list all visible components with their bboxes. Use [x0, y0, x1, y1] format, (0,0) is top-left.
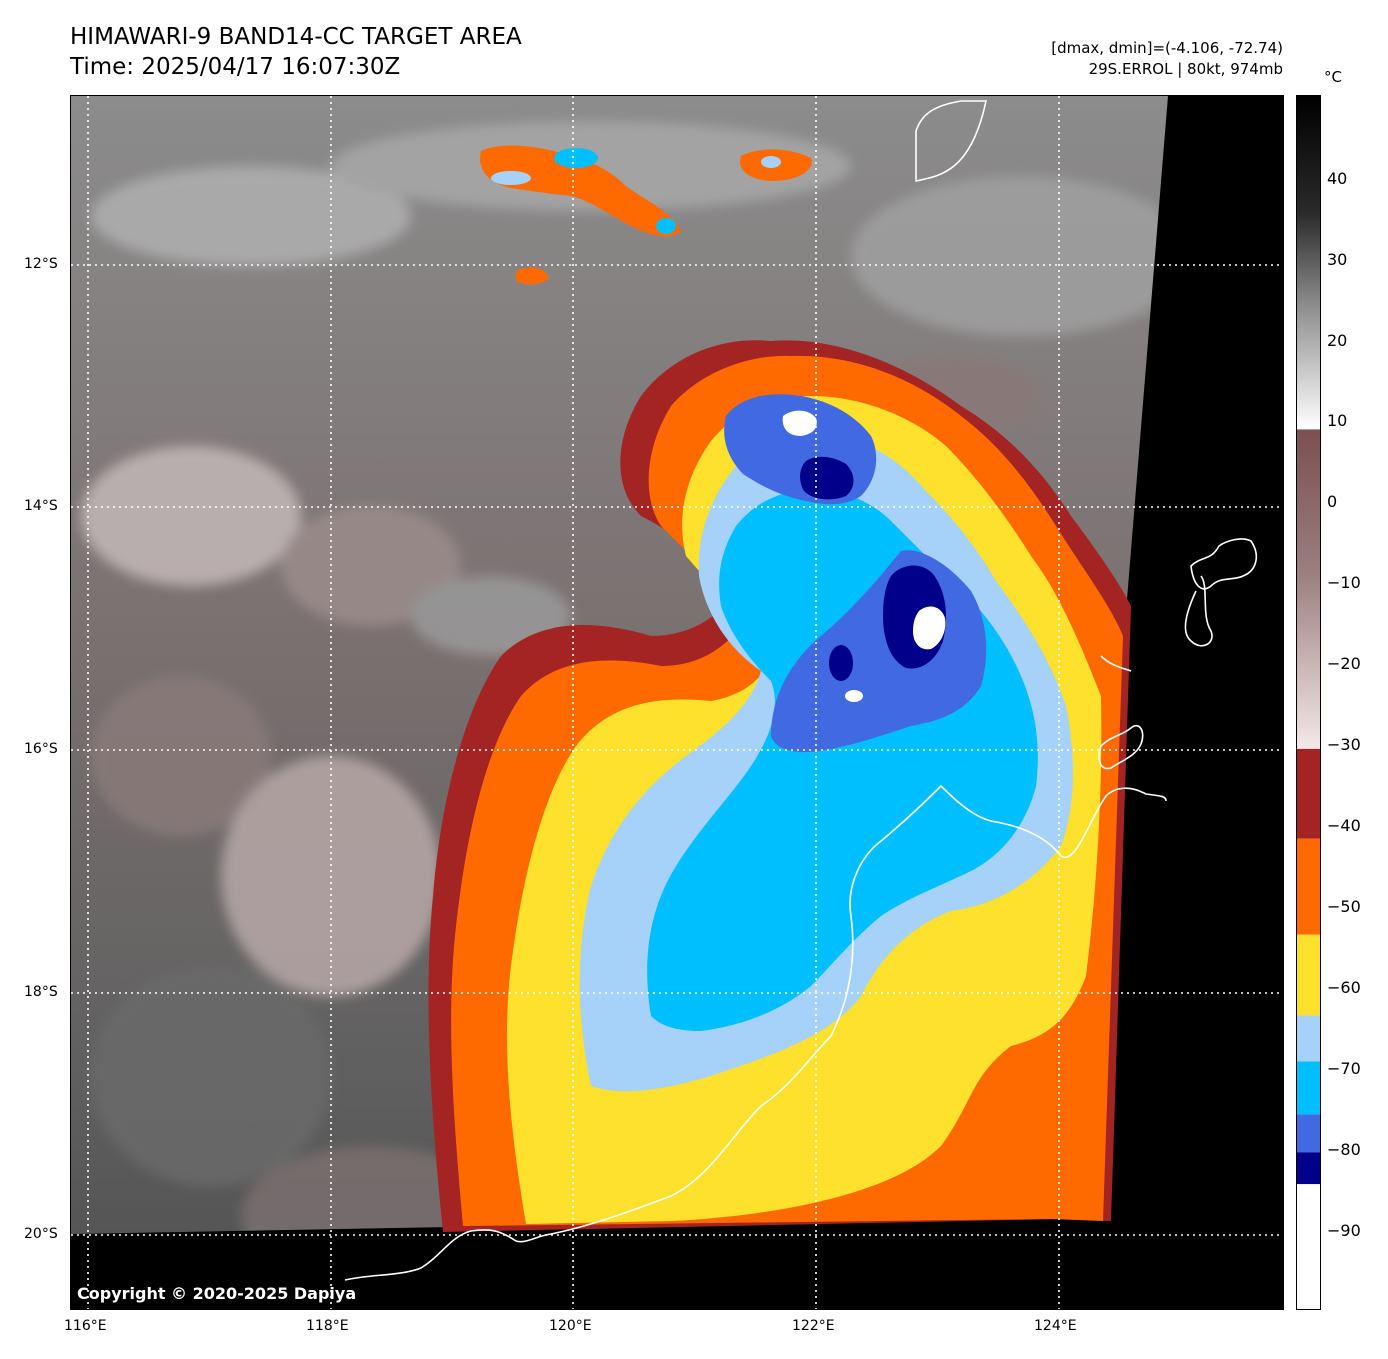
lat-label-16s: 16°S	[24, 741, 58, 757]
cb-tick-minus10: −10	[1327, 573, 1361, 592]
cb-tick-20: 20	[1327, 331, 1348, 350]
coastline	[344, 100, 1258, 1281]
no-data-region	[71, 96, 1283, 1309]
title-line-1: HIMAWARI-9 BAND14-CC TARGET AREA	[70, 24, 522, 50]
lat-label-20s: 20°S	[24, 1226, 58, 1242]
band-royal-blue	[1297, 1114, 1320, 1153]
cb-tick-minus40: −40	[1327, 816, 1361, 835]
cb-tick-minus30: −30	[1327, 735, 1361, 754]
band-yellow	[1297, 934, 1320, 1016]
band-dark-red	[1297, 748, 1320, 839]
satellite-image	[71, 96, 1283, 1309]
white-cold-top-2	[782, 410, 817, 436]
colorbar	[1296, 95, 1321, 1310]
graticule	[71, 96, 1283, 1309]
title-line-2: Time: 2025/04/17 16:07:30Z	[70, 54, 401, 80]
lon-label-122e: 122°E	[792, 1318, 835, 1334]
dmax-dmin: [dmax, dmin]=(-4.106, -72.74)	[1051, 39, 1283, 57]
navy-cell	[829, 645, 853, 681]
band-orange	[1297, 838, 1320, 935]
band-white	[1297, 1184, 1320, 1309]
lat-label-18s: 18°S	[24, 984, 58, 1000]
convective-system	[428, 340, 1131, 1232]
northern-convection	[480, 145, 812, 285]
cb-tick-minus90: −90	[1327, 1221, 1361, 1240]
cb-tick-40: 40	[1327, 169, 1348, 188]
lon-label-118e: 118°E	[306, 1318, 349, 1334]
cb-tick-minus80: −80	[1327, 1140, 1361, 1159]
white-cell	[845, 690, 863, 702]
satellite-map: Copyright © 2020-2025 Dapiya	[70, 95, 1284, 1310]
colorbar-unit: °C	[1324, 68, 1342, 86]
storm-label: 29S.ERROL | 80kt, 974mb	[1088, 60, 1283, 78]
map-title: HIMAWARI-9 BAND14-CC TARGET AREA Time: 2…	[70, 22, 522, 82]
cb-tick-minus70: −70	[1327, 1059, 1361, 1078]
lat-label-14s: 14°S	[24, 498, 58, 514]
lon-label-120e: 120°E	[549, 1318, 592, 1334]
cb-tick-10: 10	[1327, 411, 1348, 430]
cb-tick-30: 30	[1327, 250, 1348, 269]
copyright-text: Copyright © 2020-2025 Dapiya	[77, 1284, 357, 1303]
cb-tick-minus60: −60	[1327, 978, 1361, 997]
cb-tick-minus50: −50	[1327, 897, 1361, 916]
lon-label-116e: 116°E	[64, 1318, 107, 1334]
navy-cloud-2	[800, 456, 854, 500]
band-cyan	[1297, 1061, 1320, 1115]
band-navy	[1297, 1152, 1320, 1185]
white-cold-top	[913, 606, 946, 650]
lat-label-12s: 12°S	[24, 256, 58, 272]
band-light-blue	[1297, 1015, 1320, 1062]
storm-info: [dmax, dmin]=(-4.106, -72.74) 29S.ERROL …	[1051, 38, 1283, 80]
cb-tick-0: 0	[1327, 492, 1338, 511]
lon-label-124e: 124°E	[1034, 1318, 1077, 1334]
cb-tick-minus20: −20	[1327, 654, 1361, 673]
